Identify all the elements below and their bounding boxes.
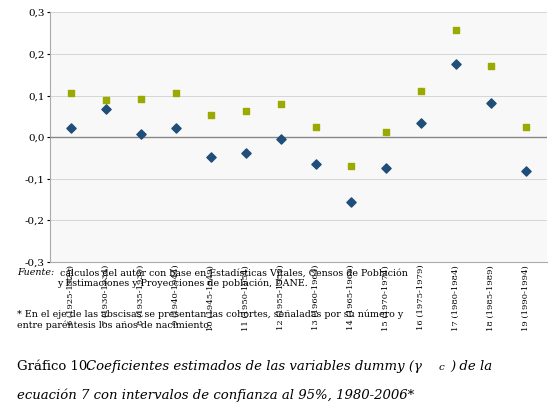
Point <box>277 136 286 143</box>
Point <box>521 124 530 130</box>
Point <box>67 125 76 131</box>
Point <box>172 89 181 96</box>
Text: ) de la: ) de la <box>450 360 492 373</box>
Point <box>416 87 425 94</box>
Text: ecuación 7 con intervalos de confianza al 95%, 1980-2006*: ecuación 7 con intervalos de confianza a… <box>17 389 414 402</box>
Point <box>277 101 286 107</box>
Point <box>206 112 215 119</box>
Point <box>67 89 76 96</box>
Text: Coeficientes estimados de las variables dummy (γ: Coeficientes estimados de las variables … <box>86 360 422 373</box>
Point <box>137 131 146 137</box>
Point <box>311 124 320 130</box>
Point <box>382 165 391 172</box>
Point <box>102 97 110 103</box>
Point <box>102 106 110 112</box>
Point <box>311 161 320 168</box>
Point <box>521 168 530 175</box>
Text: * En el eje de las abscisas se presentan las cohortes, señaladas por su número y: * En el eje de las abscisas se presentan… <box>17 310 403 330</box>
Text: Fuente:: Fuente: <box>17 268 54 277</box>
Point <box>206 154 215 160</box>
Point <box>347 198 355 205</box>
Point <box>242 150 251 156</box>
Point <box>382 129 391 136</box>
Point <box>451 61 460 68</box>
Point <box>137 95 146 102</box>
Point <box>451 27 460 33</box>
Point <box>487 62 496 69</box>
Point <box>347 162 355 169</box>
Text: c: c <box>439 363 444 372</box>
Point <box>242 108 251 115</box>
Point <box>487 99 496 106</box>
Text: cálculos del autor con base en Estadísticas Vitales, Censos de Población
y Estim: cálculos del autor con base en Estadísti… <box>57 268 408 288</box>
Point <box>416 119 425 126</box>
Text: Gráfico 10.: Gráfico 10. <box>17 360 95 373</box>
Point <box>172 124 181 131</box>
